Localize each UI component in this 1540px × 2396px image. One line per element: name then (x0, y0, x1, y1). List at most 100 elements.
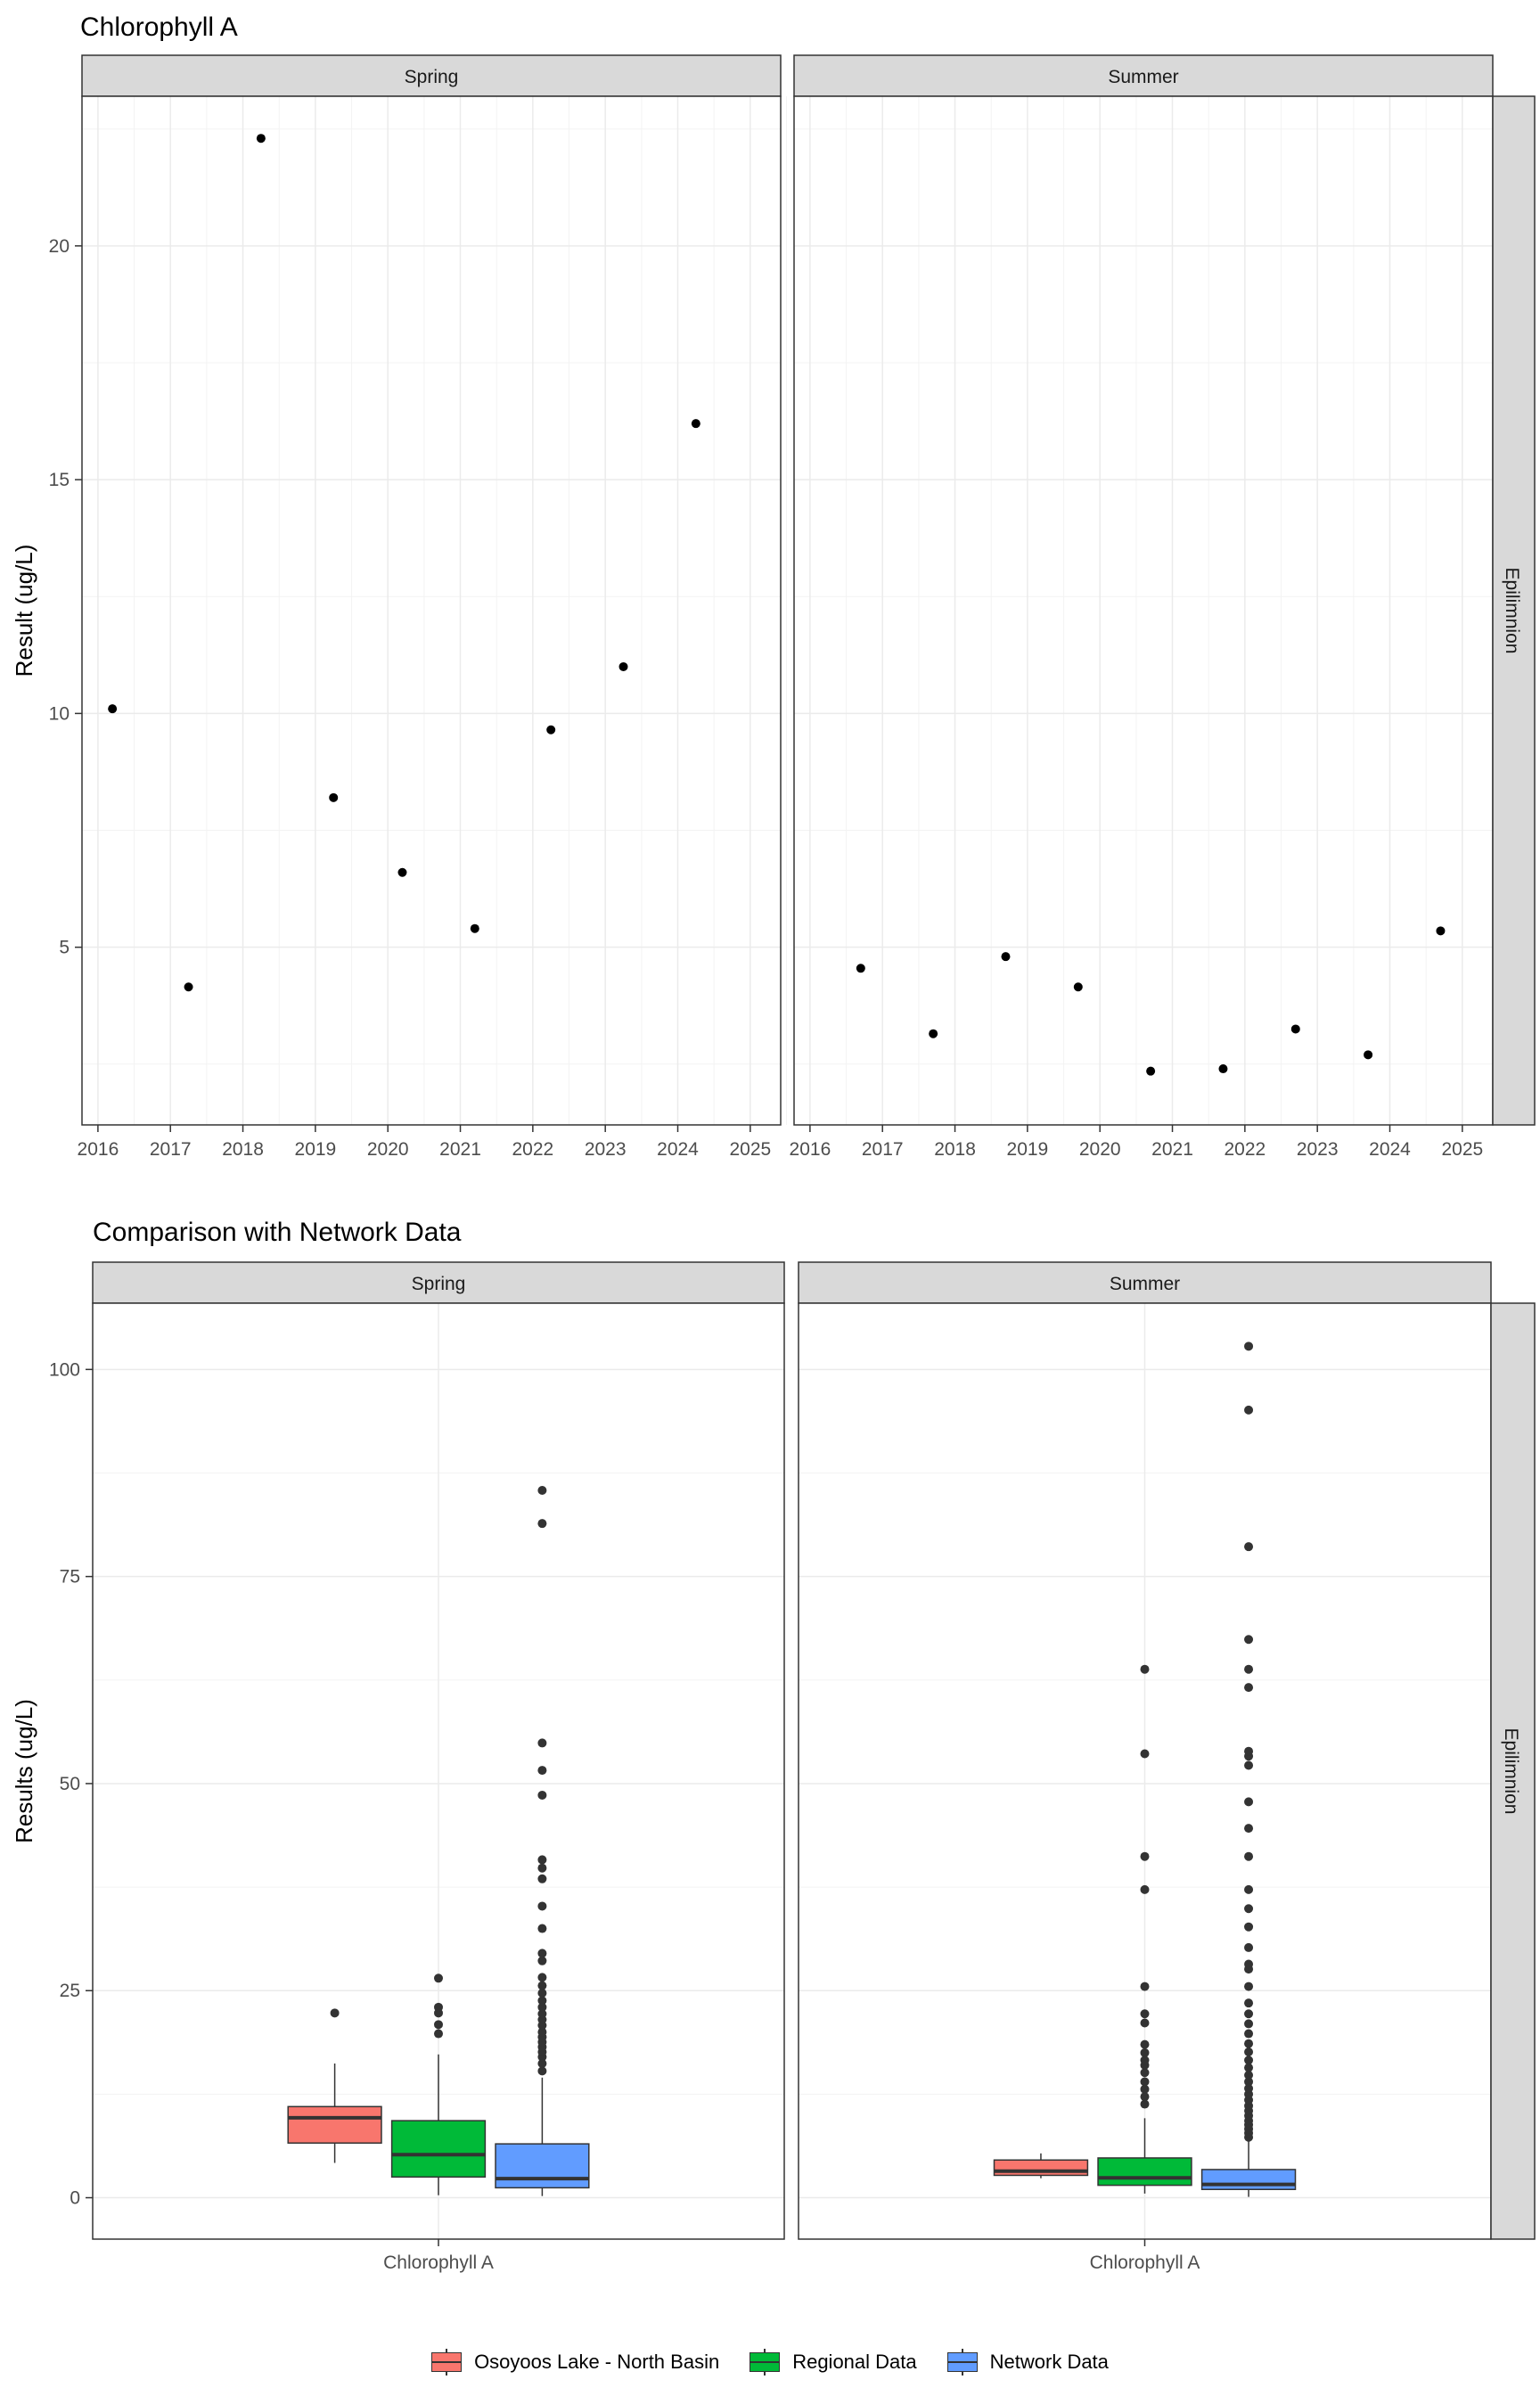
data-point-spring-9 (691, 419, 700, 429)
x-tick-label-summer-2020: 2020 (1079, 1139, 1121, 1160)
facet-strip-summer (793, 54, 1494, 97)
outlier-spring-network-data-22 (537, 1863, 547, 1873)
data-point-summer-5 (1146, 1066, 1156, 1076)
outlier-summer-regional-data-13 (1140, 1884, 1150, 1894)
x-tick-label-summer-2019: 2019 (1007, 1139, 1049, 1160)
outlier-summer-network-data-21 (1244, 1998, 1254, 2008)
panel-bg-summer (794, 96, 1493, 1125)
x-tick-label-spring-2020: 2020 (367, 1139, 409, 1160)
chart-title: Comparison with Network Data (93, 1218, 462, 1247)
y-tick-label-5: 5 (59, 938, 70, 958)
legend-item-network: Network Data (946, 2349, 1109, 2375)
chart-title: Chlorophyll A (80, 12, 238, 42)
outlier-summer-network-data-12 (1244, 2077, 1254, 2087)
outlier-summer-network-data-25 (1244, 1942, 1254, 1952)
outlier-spring-network-data-8 (537, 2027, 547, 2037)
facet-label-summer: Summer (1110, 1274, 1180, 1294)
outlier-summer-network-data-18 (1244, 2029, 1254, 2039)
panel-bg-spring (82, 96, 781, 1125)
x-tick-label-spring-2017: 2017 (150, 1139, 192, 1160)
outlier-summer-network-data-35 (1244, 1683, 1254, 1693)
data-point-spring-6 (470, 923, 479, 933)
x-tick-label-spring-2016: 2016 (78, 1139, 119, 1160)
outlier-summer-regional-data-5 (1140, 2068, 1150, 2078)
outlier-summer-network-data-11 (1244, 2083, 1254, 2093)
data-point-spring-5 (397, 867, 407, 877)
x-tick-label-spring-2025: 2025 (729, 1139, 771, 1160)
legend-item-regional: Regional Data (750, 2349, 917, 2375)
outlier-summer-regional-data-1 (1140, 2099, 1150, 2109)
outlier-summer-network-data-36 (1244, 1664, 1254, 1674)
outlier-summer-network-data-17 (1244, 2039, 1254, 2048)
legend-label-osoyoos: Osoyoos Lake - North Basin (474, 2351, 720, 2373)
outlier-summer-network-data-31 (1244, 1797, 1254, 1807)
box-spring-regional-data (390, 2120, 487, 2179)
x-tick-label-spring-2022: 2022 (512, 1139, 553, 1160)
facet-label-spring: Spring (405, 67, 459, 87)
facet-label-right: Epilimnion (1501, 1728, 1521, 1815)
outlier-summer-regional-data-4 (1140, 2077, 1150, 2087)
data-point-summer-3 (1001, 952, 1011, 962)
outlier-summer-regional-data-10 (1140, 2018, 1150, 2028)
outlier-summer-network-data-28 (1244, 1884, 1254, 1894)
outlier-summer-network-data-29 (1244, 1851, 1254, 1861)
outlier-summer-network-data-27 (1244, 1904, 1254, 1914)
facet-label-spring: Spring (412, 1274, 466, 1294)
outlier-spring-network-data-14 (537, 1989, 547, 1998)
box-summer-osoyoos-lake-north-basin (993, 2159, 1089, 2177)
legend-key-network (946, 2349, 978, 2375)
outlier-summer-network-data-16 (1244, 2047, 1254, 2056)
outlier-summer-network-data-34 (1244, 1746, 1254, 1756)
data-point-spring-1 (108, 704, 118, 714)
data-point-spring-3 (256, 134, 266, 144)
outlier-spring-network-data-13 (537, 1996, 547, 2006)
outlier-spring-network-data-27 (537, 1519, 547, 1529)
outlier-spring-regional-data-5 (434, 1973, 443, 1983)
outlier-spring-network-data-11 (537, 2009, 547, 2019)
x-tick-label-summer-2017: 2017 (862, 1139, 904, 1160)
outlier-spring-network-data-12 (537, 2002, 547, 2012)
data-point-spring-4 (329, 792, 339, 802)
x-tick-label-spring: Chlorophyll A (383, 2252, 494, 2273)
x-tick-label-summer-2021: 2021 (1151, 1139, 1193, 1160)
outlier-summer-network-data-13 (1244, 2071, 1254, 2080)
outlier-spring-network-data-19 (537, 1924, 547, 1933)
x-tick-label-spring-2024: 2024 (657, 1139, 699, 1160)
outlier-spring-network-data-17 (537, 1956, 547, 1965)
outlier-spring-network-data-15 (537, 1981, 547, 1990)
x-tick-label-summer-2022: 2022 (1224, 1139, 1266, 1160)
x-tick-label-summer-2024: 2024 (1369, 1139, 1411, 1160)
y-tick-label-100: 100 (49, 1359, 80, 1380)
y-axis-label: Results (ug/L) (11, 1699, 37, 1843)
outlier-spring-regional-data-1 (434, 2029, 443, 2039)
outlier-summer-regional-data-9 (1140, 2039, 1150, 2049)
outlier-spring-network-data-23 (537, 1855, 547, 1865)
data-point-spring-8 (618, 661, 628, 671)
outlier-spring-osoyoos-lake-north-basin-1 (330, 2008, 340, 2018)
box-chart-network-comparison: Comparison with Network Data Spring Chloro… (11, 1218, 1536, 2273)
legend-label-regional: Regional Data (792, 2351, 917, 2373)
x-tick-label-summer-2025: 2025 (1441, 1139, 1483, 1160)
y-tick-label-10: 10 (49, 703, 70, 724)
facet-strip-spring (81, 54, 782, 97)
outlier-summer-regional-data-15 (1140, 1749, 1150, 1759)
outlier-spring-network-data-24 (537, 1790, 547, 1800)
outlier-spring-network-data-16 (537, 1973, 547, 1982)
outlier-summer-network-data-15 (1244, 2055, 1254, 2065)
x-tick-label-summer-2016: 2016 (790, 1139, 831, 1160)
y-tick-label-75: 75 (60, 1567, 80, 1588)
outlier-summer-network-data-20 (1244, 2009, 1254, 2019)
outlier-summer-network-data-37 (1244, 1635, 1254, 1645)
x-tick-label-summer: Chlorophyll A (1090, 2252, 1200, 2273)
outlier-summer-regional-data-11 (1140, 2009, 1150, 2019)
legend: Osoyoos Lake - North Basin Regional Data… (0, 2335, 1540, 2389)
box-spring-network-data (495, 2143, 590, 2189)
outlier-summer-network-data-19 (1244, 2019, 1254, 2029)
y-tick-label-20: 20 (49, 236, 70, 257)
data-point-summer-8 (1364, 1050, 1373, 1060)
facet-strip-right (1492, 95, 1536, 1126)
x-tick-label-summer-2018: 2018 (934, 1139, 976, 1160)
box-summer-regional-data (1097, 2157, 1192, 2187)
facet-label-right: Epilimnion (1502, 568, 1522, 654)
